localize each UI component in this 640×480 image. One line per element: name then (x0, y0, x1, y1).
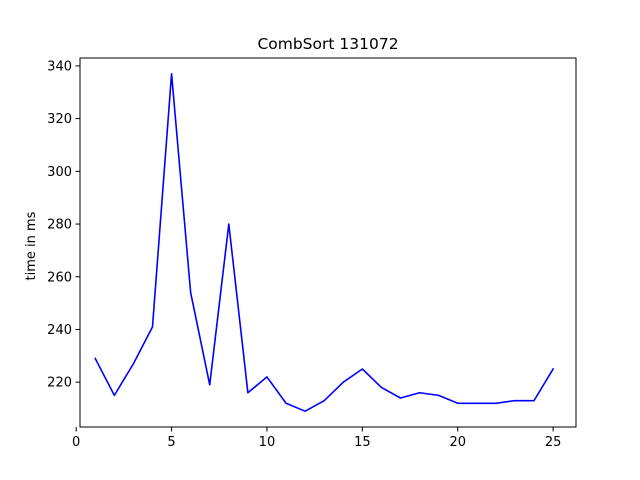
x-tick-label-25: 25 (545, 435, 562, 450)
y-tick-label-260: 260 (47, 270, 72, 285)
x-tick-label-10: 10 (259, 435, 276, 450)
y-tick-label-280: 280 (47, 218, 72, 233)
x-tick-label-5: 5 (167, 435, 175, 450)
x-tick-label-0: 0 (72, 435, 80, 450)
y-tick-label-220: 220 (47, 376, 72, 391)
y-tick-label-320: 320 (47, 112, 72, 127)
series-line-0 (94, 73, 555, 412)
axes-frame (79, 57, 577, 428)
y-tick-label-340: 340 (47, 59, 72, 74)
y-tick-label-300: 300 (47, 165, 72, 180)
y-tick-label-240: 240 (47, 323, 72, 338)
chart-title: CombSort 131072 (257, 35, 398, 53)
plot-area: 0 5 10 15 20 25 220 240 260 280 300 320 340 (47, 57, 577, 450)
x-tick-label-15: 15 (354, 435, 371, 450)
x-tick-label-20: 20 (449, 435, 466, 450)
y-axis-title: time in ms (24, 211, 39, 280)
